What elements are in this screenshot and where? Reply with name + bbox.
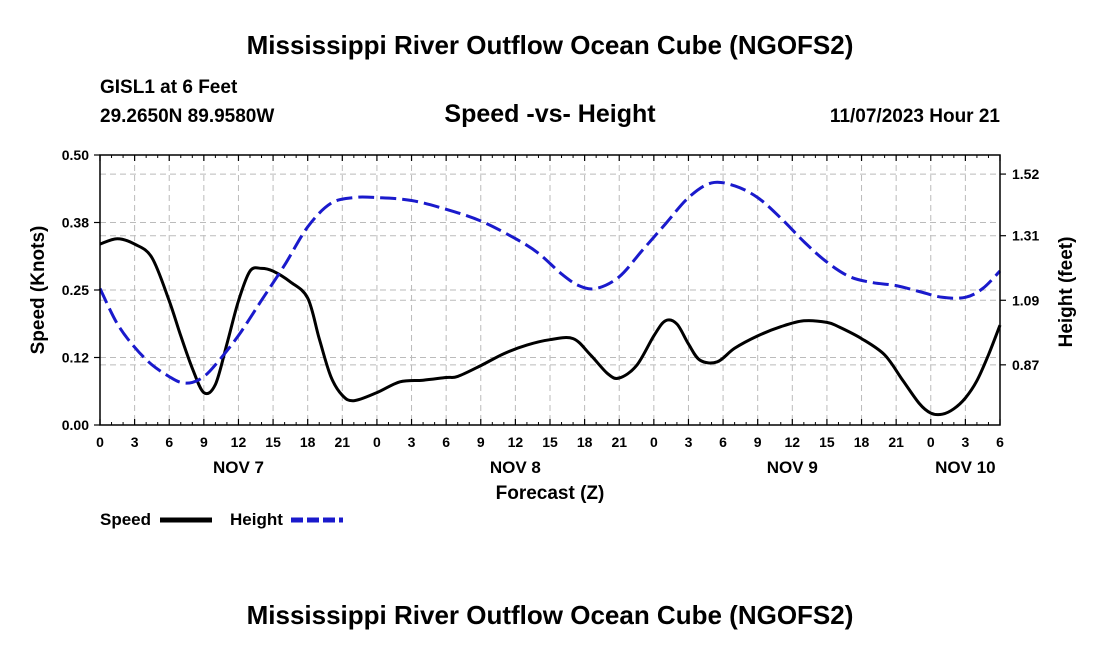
y2-tick-label: 1.09 xyxy=(1012,292,1039,308)
y-tick-label: 0.12 xyxy=(62,350,89,366)
forecast-datetime: 11/07/2023 Hour 21 xyxy=(829,106,1000,127)
y-axis-label: Speed (Knots) xyxy=(28,226,49,355)
day-label: NOV 7 xyxy=(213,458,264,477)
x-tick-label: 21 xyxy=(335,434,351,450)
x-tick-label: 0 xyxy=(927,434,935,450)
y-tick-label: 0.00 xyxy=(62,417,89,433)
x-tick-label: 6 xyxy=(996,434,1004,450)
x-tick-label: 21 xyxy=(888,434,904,450)
y-tick-label: 0.50 xyxy=(62,147,89,163)
day-label: NOV 10 xyxy=(935,458,995,477)
x-tick-label: 3 xyxy=(408,434,416,450)
y2-tick-label: 0.87 xyxy=(1012,357,1039,373)
station-label: GISL1 at 6 Feet xyxy=(100,77,238,98)
x-tick-label: 9 xyxy=(754,434,762,450)
x-tick-label: 12 xyxy=(231,434,247,450)
x-tick-label: 18 xyxy=(300,434,316,450)
speed-series-line xyxy=(99,237,1002,417)
coordinates-label: 29.2650N 89.9580W xyxy=(100,106,275,127)
x-tick-label: 6 xyxy=(165,434,173,450)
x-tick-label: 0 xyxy=(373,434,381,450)
day-label: NOV 8 xyxy=(490,458,541,477)
legend-speed-label: Speed xyxy=(100,510,152,529)
x-tick-label: 12 xyxy=(785,434,801,450)
x-tick-label: 6 xyxy=(719,434,727,450)
x-tick-label: 21 xyxy=(611,434,627,450)
x-tick-label: 0 xyxy=(96,434,104,450)
y-tick-label: 0.25 xyxy=(62,282,89,298)
x-tick-label: 3 xyxy=(131,434,139,450)
x-tick-label: 6 xyxy=(442,434,450,450)
y2-tick-label: 1.52 xyxy=(1012,166,1039,182)
x-tick-label: 18 xyxy=(577,434,593,450)
y-tick-label: 0.38 xyxy=(62,215,89,231)
y2-tick-label: 1.31 xyxy=(1012,228,1039,244)
bottom-title: Mississippi River Outflow Ocean Cube (NG… xyxy=(246,600,854,630)
chart-subtitle: Speed -vs- Height xyxy=(444,100,656,128)
main-title: Mississippi River Outflow Ocean Cube (NG… xyxy=(246,30,854,60)
x-tick-label: 0 xyxy=(650,434,658,450)
x-tick-label: 15 xyxy=(542,434,558,450)
x-tick-label: 15 xyxy=(819,434,835,450)
x-axis-label: Forecast (Z) xyxy=(495,483,605,504)
x-tick-label: 3 xyxy=(685,434,693,450)
x-tick-label: 12 xyxy=(508,434,524,450)
x-tick-label: 3 xyxy=(961,434,969,450)
y2-axis-label: Height (feet) xyxy=(1056,237,1077,348)
legend-height-label: Height xyxy=(230,510,283,529)
x-tick-label: 9 xyxy=(477,434,485,450)
x-tick-label: 18 xyxy=(854,434,870,450)
x-tick-label: 9 xyxy=(200,434,208,450)
day-label: NOV 9 xyxy=(767,458,818,477)
x-tick-label: 15 xyxy=(265,434,281,450)
height-series-line xyxy=(98,180,1002,385)
